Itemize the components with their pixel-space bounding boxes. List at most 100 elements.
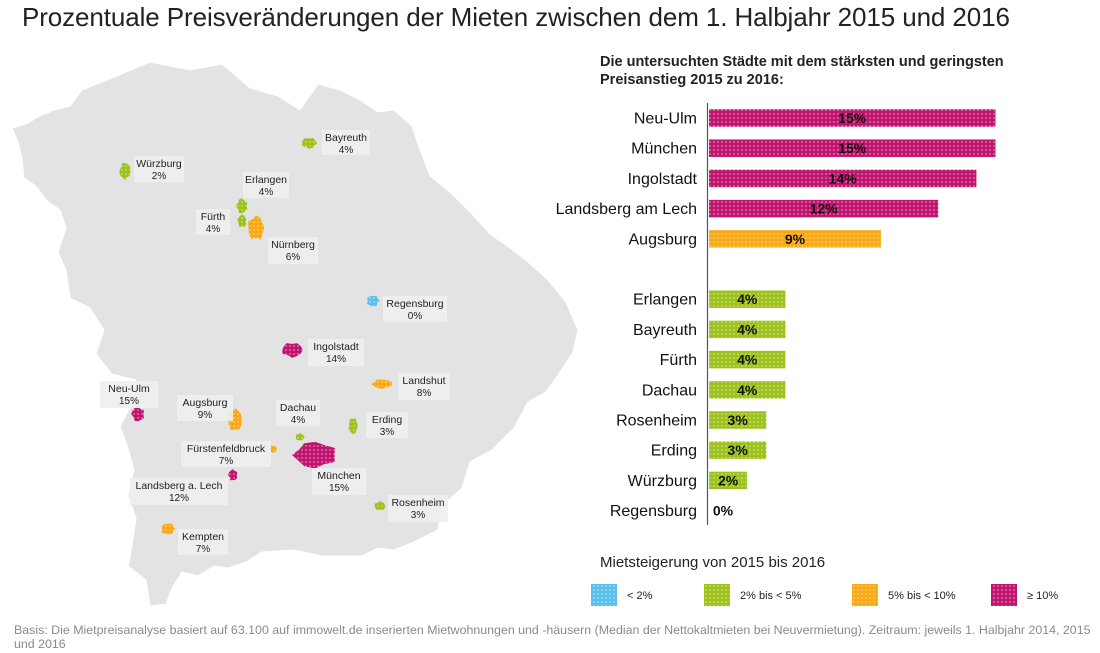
bar-value-muenchen: 15% xyxy=(838,140,867,156)
map-city-value: 2% xyxy=(152,171,167,182)
map-city-name: Landsberg a. Lech xyxy=(136,480,223,492)
bar-erding xyxy=(709,441,767,459)
category-label-augsburg: Augsburg xyxy=(629,231,698,248)
map-city-value: 14% xyxy=(326,354,346,365)
category-label-fuerth: Fürth xyxy=(660,352,697,369)
category-label-bayreuth: Bayreuth xyxy=(633,322,697,339)
map-label-box xyxy=(383,296,447,322)
bar-value-bayreuth: 4% xyxy=(737,321,758,337)
bar-rosenheim xyxy=(709,411,767,429)
map-city-value: 15% xyxy=(329,483,349,494)
map-city-value: 7% xyxy=(196,544,211,555)
map-city-name: Dachau xyxy=(280,402,316,414)
map-city-value: 12% xyxy=(169,493,189,504)
map-city-name: Würzburg xyxy=(136,158,182,170)
footnote: Basis: Die Mietpreisanalyse basiert auf … xyxy=(14,623,1091,651)
map-label-box xyxy=(276,400,320,426)
map-city-name: Erding xyxy=(372,414,403,426)
bar-value-fuerth: 4% xyxy=(737,352,758,368)
category-label-wuerzburg: Würzburg xyxy=(628,473,697,490)
map-city-value: 9% xyxy=(198,410,213,421)
map-city-value: 0% xyxy=(408,311,423,322)
map-city-value: 3% xyxy=(411,510,426,521)
map-city-value: 15% xyxy=(119,396,139,407)
map-label-box xyxy=(130,478,228,505)
map-city-value: 4% xyxy=(339,145,354,156)
chart-title: Die untersuchten Städte mit dem stärkste… xyxy=(600,54,1004,88)
bar-value-ingolstadt: 14% xyxy=(829,170,858,186)
category-label-muenchen: München xyxy=(631,141,697,158)
map-city-name: Bayreuth xyxy=(325,132,367,144)
map-area-fuerstenfeldbruck xyxy=(269,445,277,453)
category-label-erlangen: Erlangen xyxy=(633,292,697,309)
legend-swatch-10 xyxy=(991,584,1017,606)
bar-muenchen xyxy=(709,139,996,157)
map-city-name: Kempten xyxy=(182,531,224,543)
category-label-erding: Erding xyxy=(651,443,697,460)
map-label-box xyxy=(100,381,158,408)
bavaria-outline xyxy=(11,61,579,607)
map-city-name: Fürth xyxy=(201,211,226,223)
map-area-dachau xyxy=(295,433,305,441)
map-area-landshut xyxy=(371,379,392,389)
map-city-name: Regensburg xyxy=(386,298,443,310)
bar-augsburg xyxy=(709,230,881,248)
map-label-box xyxy=(177,395,233,421)
legend-swatch-2 xyxy=(591,584,617,606)
map-city-value: 8% xyxy=(417,388,432,399)
category-label-rosenheim: Rosenheim xyxy=(616,413,697,430)
map-city-value: 7% xyxy=(219,456,234,467)
map-city-name: Augsburg xyxy=(183,397,228,409)
map-city-name: Fürstenfeldbruck xyxy=(187,443,266,455)
bar-value-rosenheim: 3% xyxy=(728,412,749,428)
map-label-box xyxy=(312,468,366,495)
map-area-landsberg-a-lech xyxy=(228,469,238,481)
map-area-bayreuth xyxy=(302,137,317,149)
bar-value-landsberg-am-lech: 12% xyxy=(810,201,839,217)
bar-dachau xyxy=(709,381,786,399)
map-label-box xyxy=(181,441,271,467)
category-label-landsberg-am-lech: Landsberg am Lech xyxy=(556,201,697,218)
category-label-regensburg: Regensburg xyxy=(610,503,697,520)
page-title: Prozentuale Preisveränderungen der Miete… xyxy=(22,2,1010,32)
map-city-value: 3% xyxy=(380,427,395,438)
map-label-box xyxy=(178,529,228,555)
legend-label-10: ≥ 10% xyxy=(1027,590,1058,602)
map-area-nuernberg xyxy=(248,215,265,240)
bar-landsberg-am-lech xyxy=(709,199,939,218)
map-city-value: 4% xyxy=(206,224,221,235)
map-city-name: Neu-Ulm xyxy=(108,383,150,395)
map-city-value: 6% xyxy=(286,252,301,263)
map-label-box xyxy=(134,156,184,182)
legend-swatch-2-bis-5 xyxy=(704,584,730,606)
legend-swatch-5-bis-10 xyxy=(852,584,878,606)
map-area-erlangen xyxy=(236,198,248,214)
map-label-box xyxy=(322,130,370,155)
map-area-ingolstadt xyxy=(282,343,303,358)
legend-label-5-bis-10: 5% bis < 10% xyxy=(888,590,956,602)
bar-ingolstadt xyxy=(709,169,977,188)
map-city-name: Nürnberg xyxy=(271,239,315,251)
bar-value-erding: 3% xyxy=(728,442,749,458)
map-city-name: Rosenheim xyxy=(391,497,444,509)
bar-wuerzburg xyxy=(709,471,748,490)
map-label-box xyxy=(268,237,318,264)
map-label-box xyxy=(388,495,448,522)
map-label-box xyxy=(308,339,364,366)
map-city-name: München xyxy=(317,470,360,482)
